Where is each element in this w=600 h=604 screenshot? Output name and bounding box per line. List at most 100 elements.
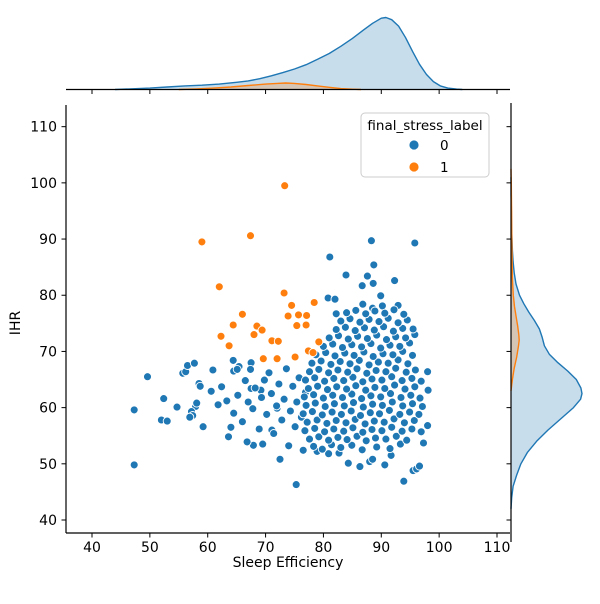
scatter-point-class-0 — [349, 350, 359, 360]
scatter-point-class-0 — [301, 400, 311, 410]
scatter-point-class-0 — [309, 441, 319, 451]
scatter-point-class-0 — [396, 393, 406, 402]
scatter-point-class-0 — [272, 401, 282, 411]
scatter-point-class-0 — [339, 401, 349, 411]
scatter-point-class-0 — [336, 316, 346, 326]
scatter-point-class-0 — [172, 402, 182, 412]
scatter-point-class-0 — [339, 376, 349, 386]
scatter-point-class-0 — [385, 444, 395, 454]
y-tick-label: 50 — [39, 457, 57, 473]
scatter-point-class-0 — [309, 390, 319, 400]
scatter-point-class-0 — [342, 308, 352, 318]
scatter-point-class-0 — [324, 368, 334, 378]
scatter-point-class-0 — [222, 396, 232, 406]
scatter-point-class-0 — [365, 408, 375, 418]
scatter-point-class-0 — [342, 435, 352, 445]
scatter-point-class-0 — [395, 439, 405, 449]
scatter-point-class-0 — [298, 409, 308, 419]
scatter-point-class-0 — [343, 367, 353, 377]
scatter-point-class-0 — [331, 416, 341, 425]
y-tick-label: 40 — [39, 513, 57, 529]
scatter-point-class-0 — [329, 424, 339, 434]
scatter-point-class-0 — [305, 367, 314, 377]
scatter-point-class-0 — [377, 400, 387, 410]
scatter-point-class-0 — [277, 415, 287, 425]
scatter-point-class-0 — [333, 365, 343, 375]
scatter-point-class-0 — [324, 333, 334, 343]
legend: final_stress_label 0 1 — [360, 112, 490, 178]
scatter-point-class-0 — [159, 394, 169, 404]
scatter-point-class-0 — [338, 343, 347, 352]
scatter-point-class-0 — [320, 402, 330, 411]
scatter-point-class-0 — [377, 375, 387, 385]
scatter-point-class-1 — [214, 282, 224, 292]
scatter-point-class-0 — [324, 449, 334, 459]
scatter-point-class-0 — [320, 427, 330, 437]
scatter-point-class-0 — [370, 306, 380, 316]
legend-label-1: 1 — [440, 160, 449, 176]
scatter-point-class-0 — [387, 397, 397, 407]
scatter-point-class-0 — [368, 278, 378, 288]
scatter-point-class-0 — [331, 309, 341, 319]
scatter-point-class-1 — [283, 311, 293, 321]
scatter-point-class-0 — [326, 359, 336, 369]
scatter-point-class-1 — [273, 336, 283, 346]
scatter-point-class-0 — [312, 415, 322, 425]
scatter-point-class-1 — [228, 320, 238, 330]
scatter-point-class-0 — [351, 305, 361, 315]
scatter-point-class-0 — [409, 416, 419, 425]
scatter-point-class-0 — [417, 402, 427, 411]
scatter-point-class-0 — [361, 385, 371, 395]
scatter-point-class-0 — [314, 364, 324, 374]
scatter-point-class-0 — [376, 291, 386, 301]
scatter-point-class-0 — [361, 436, 371, 446]
scatter-point-class-0 — [383, 358, 393, 368]
scatter-point-class-0 — [382, 335, 391, 345]
scatter-point-class-0 — [324, 435, 334, 445]
scatter-point-class-0 — [380, 308, 390, 318]
scatter-point-class-0 — [302, 417, 312, 427]
scatter-point-class-0 — [403, 359, 413, 369]
scatter-point-class-0 — [258, 439, 268, 449]
scatter-point-class-0 — [367, 374, 377, 384]
scatter-point-class-0 — [376, 392, 386, 402]
scatter-point-class-1 — [292, 321, 302, 331]
scatter-point-class-0 — [333, 432, 343, 442]
scatter-point-class-0 — [386, 389, 395, 399]
x-tick-label: 80 — [315, 540, 333, 556]
scatter-point-class-0 — [362, 271, 372, 281]
scatter-point-class-0 — [358, 377, 368, 387]
scatter-point-class-0 — [401, 367, 411, 377]
scatter-point-class-0 — [374, 317, 384, 327]
scatter-point-class-0 — [310, 398, 320, 408]
scatter-point-class-1 — [272, 354, 282, 364]
scatter-point-class-0 — [342, 384, 352, 394]
x-tick-label: 70 — [257, 540, 275, 556]
scatter-point-class-1 — [216, 331, 226, 341]
scatter-point-class-0 — [352, 364, 362, 374]
scatter-point-class-1 — [314, 337, 324, 347]
scatter-point-class-1 — [249, 330, 259, 340]
scatter-point-class-0 — [217, 382, 227, 392]
scatter-point-class-1 — [309, 298, 319, 307]
scatter-point-class-0 — [350, 326, 360, 336]
scatter-point-class-0 — [384, 405, 394, 415]
scatter-point-class-1 — [280, 181, 290, 191]
scatter-point-class-0 — [327, 407, 337, 417]
scatter-point-class-0 — [358, 299, 368, 309]
scatter-point-class-0 — [143, 372, 152, 382]
scatter-point-class-0 — [357, 281, 367, 291]
scatter-point-class-0 — [372, 442, 382, 452]
scatter-point-class-0 — [395, 341, 405, 351]
kde-fill — [115, 17, 600, 90]
scatter-point-class-0 — [233, 390, 243, 400]
scatter-point-class-0 — [357, 342, 367, 352]
scatter-point-class-0 — [229, 408, 239, 418]
scatter-point-class-0 — [305, 434, 314, 444]
scatter-point-class-0 — [336, 409, 346, 419]
scatter-point-class-0 — [292, 397, 302, 407]
scatter-point-class-1 — [197, 237, 207, 247]
scatter-point-class-0 — [330, 351, 340, 361]
scatter-point-class-0 — [377, 301, 387, 311]
scatter-point-class-0 — [310, 423, 320, 433]
